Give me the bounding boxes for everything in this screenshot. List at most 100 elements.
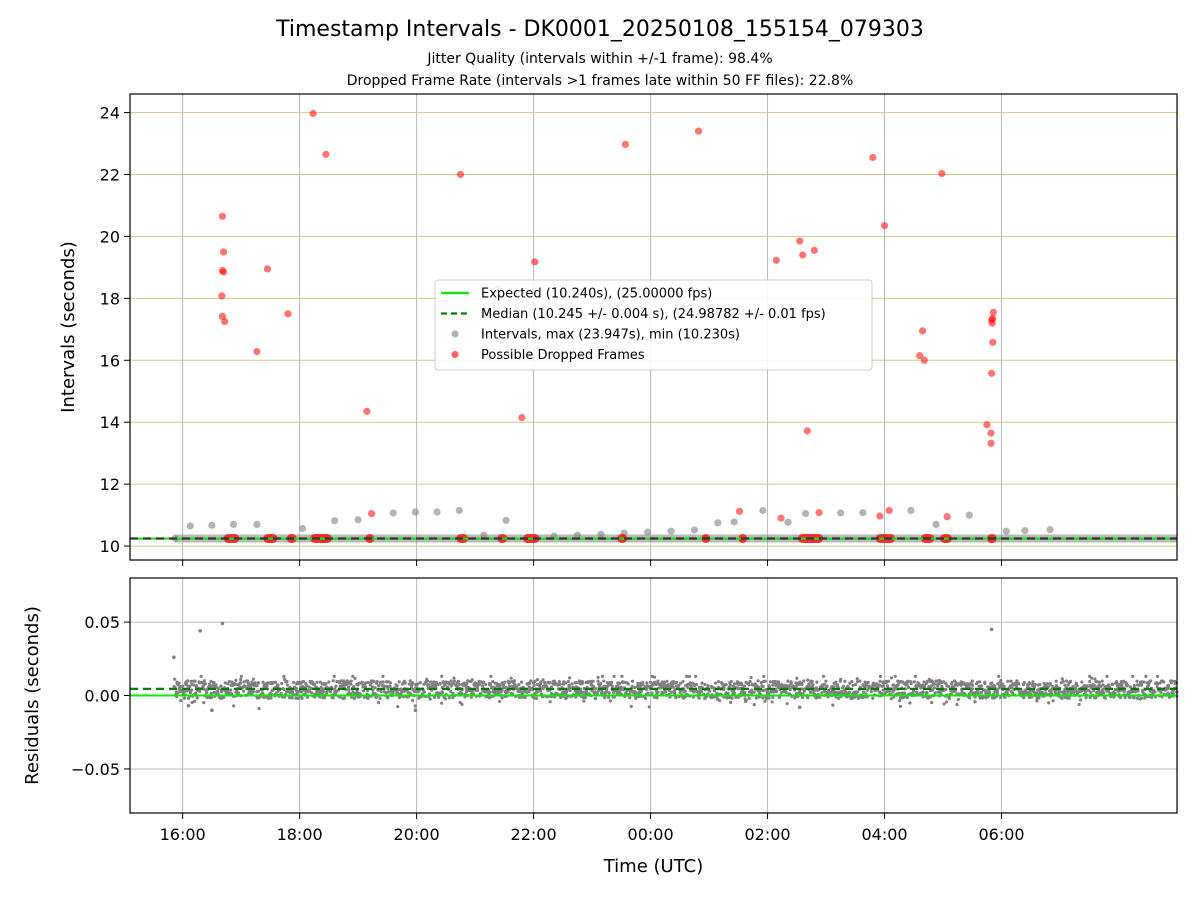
residual-point [728, 700, 733, 704]
interval-point [932, 520, 940, 528]
dropped-frame-point [219, 248, 228, 256]
residual-point [797, 683, 801, 687]
residual-point [805, 684, 809, 689]
residual-point [802, 679, 806, 683]
dropped-frame-point [876, 512, 884, 520]
residual-point [379, 689, 383, 694]
interval-point [644, 528, 652, 536]
residual-point [600, 689, 604, 693]
residual-point [1144, 674, 1148, 679]
residual-point [685, 674, 689, 679]
residual-point [234, 678, 238, 682]
residual-point [1162, 680, 1166, 684]
residual-point [586, 681, 590, 685]
residuals-y-ticks: −0.05 0.00 0.05 [71, 613, 130, 779]
residual-point [984, 696, 988, 700]
residual-point [1022, 696, 1026, 700]
residual-outlier-point [413, 708, 418, 712]
intervals-ytick-label: 18 [100, 289, 120, 308]
residual-point [683, 689, 687, 693]
intervals-ytick-label: 16 [100, 351, 120, 370]
residual-outlier-point [989, 627, 994, 632]
residual-point [897, 699, 902, 703]
x-tick-label: 02:00 [745, 825, 791, 844]
intervals-ytick-label: 14 [100, 413, 120, 432]
dropped-frame-point [989, 308, 997, 316]
residual-point [476, 688, 480, 693]
residual-point [1033, 682, 1037, 687]
residual-point [1083, 689, 1088, 694]
residual-point [377, 684, 381, 688]
residual-point [752, 690, 756, 694]
residual-point [592, 691, 596, 695]
residual-point [911, 691, 915, 695]
residual-point [932, 686, 937, 690]
residual-point [726, 691, 730, 695]
residual-point [1071, 684, 1075, 689]
residual-point [785, 702, 789, 706]
residual-point [321, 690, 325, 694]
residual-point [1006, 679, 1010, 683]
intervals-points [171, 109, 1054, 543]
residual-point [1005, 691, 1009, 695]
legend-entry: Median (10.245 +/- 0.004 s), (24.98782 +… [441, 307, 826, 322]
legend-entry: Expected (10.240s), (25.00000 fps) [441, 287, 712, 302]
residual-point [1074, 681, 1078, 685]
residual-point [188, 684, 192, 688]
residual-point [774, 683, 778, 688]
residual-point [438, 682, 442, 686]
residual-point [722, 685, 726, 690]
residual-point [346, 685, 351, 689]
dropped-frame-point [938, 169, 946, 178]
residual-outlier-point [172, 655, 176, 660]
residual-point [480, 684, 485, 688]
residual-point [1009, 679, 1013, 683]
residual-point [839, 677, 843, 681]
residual-point [988, 685, 992, 689]
residual-point [1063, 683, 1067, 687]
residual-point [1064, 679, 1069, 683]
residual-point [814, 688, 818, 692]
residual-point [596, 675, 600, 679]
residual-point [498, 683, 502, 687]
residual-point [999, 678, 1003, 683]
dropped-frame-point [815, 509, 823, 517]
residual-point [452, 676, 456, 680]
residual-point [204, 691, 209, 695]
residual-point [386, 696, 390, 700]
residual-point [786, 679, 790, 683]
residual-point [850, 679, 854, 684]
chart-subtitle-dropped: Dropped Frame Rate (intervals >1 frames … [347, 73, 854, 89]
residual-point [889, 697, 893, 701]
residual-point [918, 691, 922, 695]
residual-point [323, 696, 327, 700]
residual-point [942, 702, 946, 706]
residual-point [749, 675, 753, 680]
residual-point [299, 690, 304, 694]
residual-point [363, 685, 367, 689]
residual-point [840, 689, 844, 693]
dropped-frame-point [810, 246, 818, 254]
residual-point [1090, 676, 1094, 680]
residual-point [977, 680, 982, 684]
residual-point [212, 680, 216, 685]
residual-point [181, 684, 185, 688]
residual-point [443, 697, 448, 701]
residual-point [1122, 689, 1126, 693]
residual-point [662, 680, 667, 684]
residual-point [976, 691, 980, 695]
residual-point [828, 690, 833, 695]
residual-point [388, 681, 393, 685]
interval-point [1046, 526, 1054, 534]
residual-point [1022, 680, 1026, 685]
dropped-frame-point [796, 237, 804, 245]
residual-point [381, 674, 385, 679]
residual-point [706, 684, 710, 688]
residual-point [327, 680, 331, 684]
legend-label: Expected (10.240s), (25.00000 fps) [481, 287, 712, 302]
residual-point [983, 681, 987, 685]
residual-point [477, 681, 481, 686]
residual-point [695, 682, 699, 687]
residual-point [896, 683, 900, 687]
